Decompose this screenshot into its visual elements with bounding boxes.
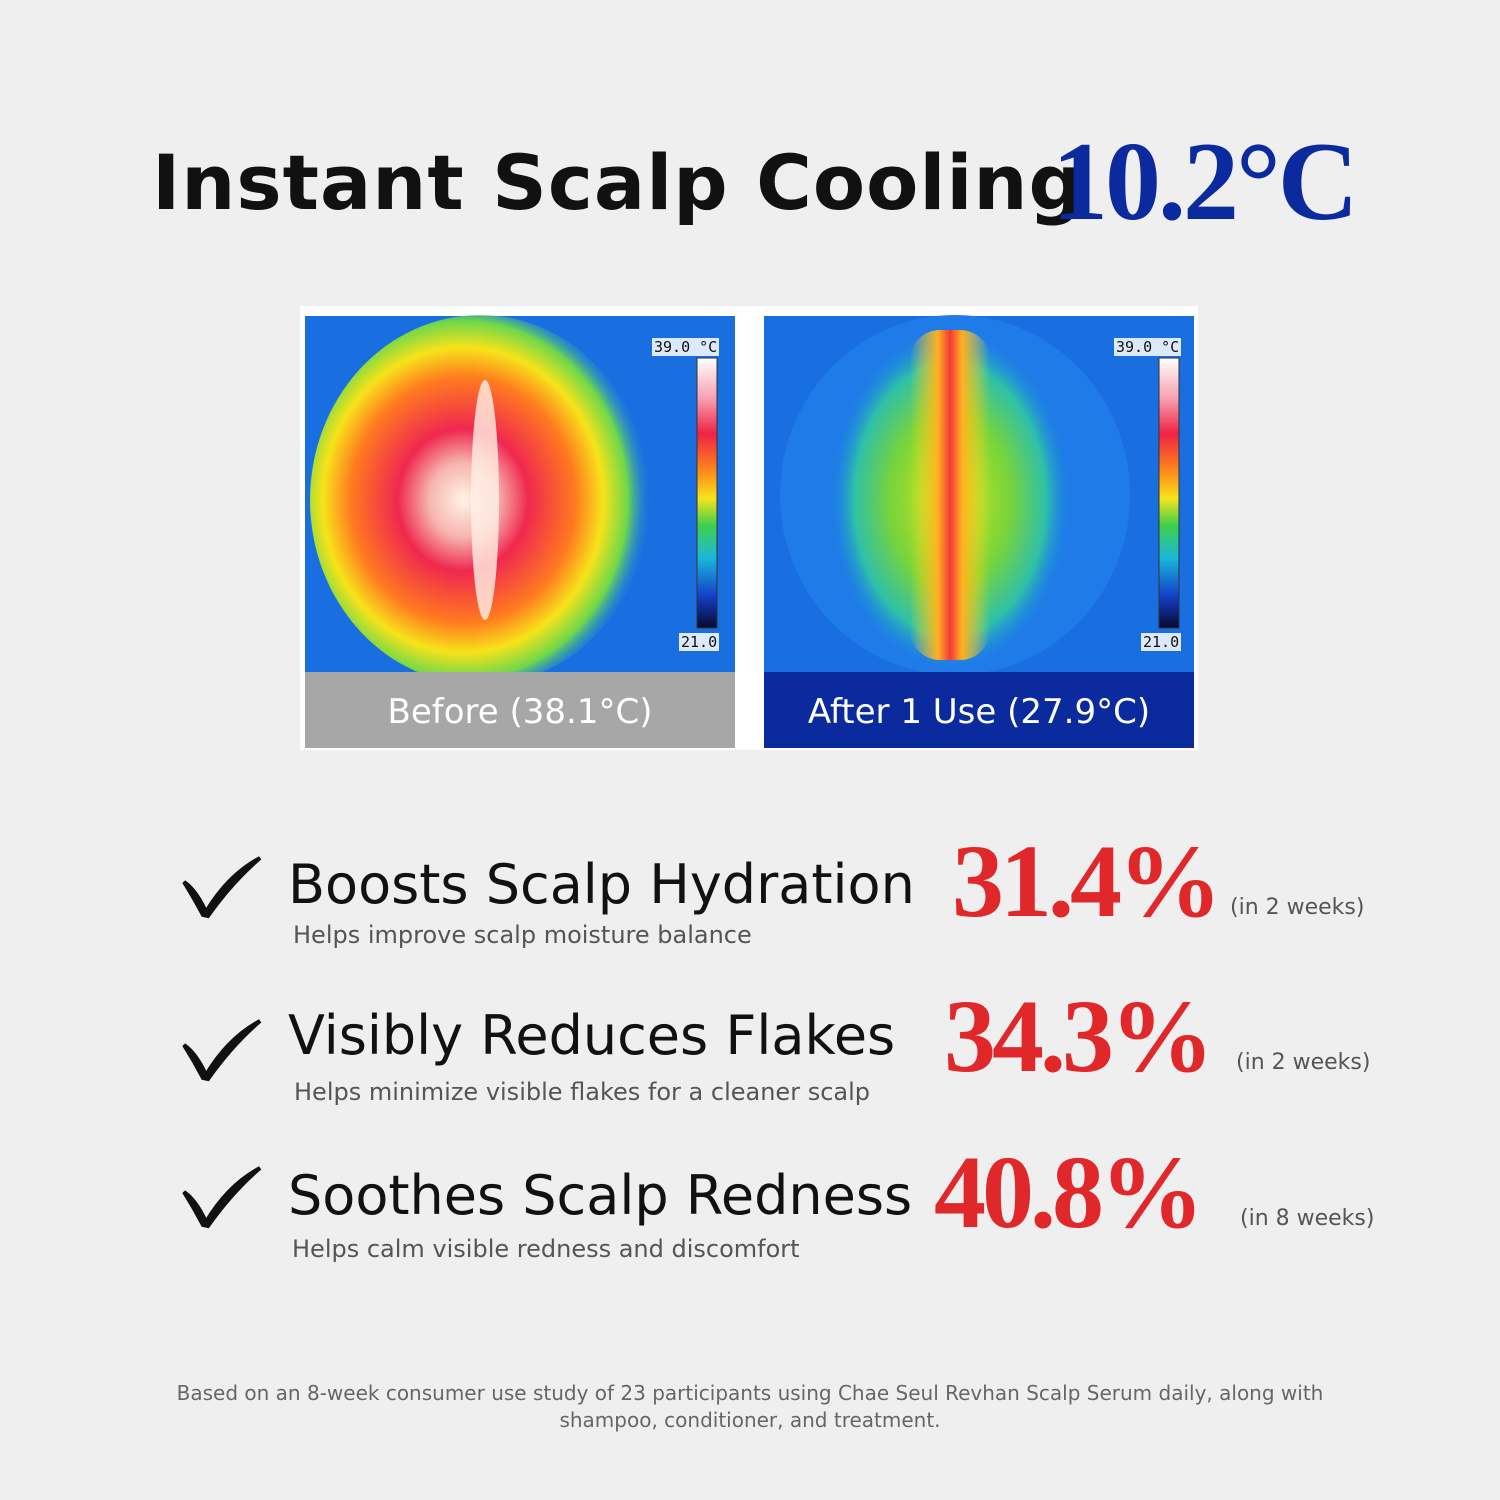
scale-min: 21.0 (679, 633, 720, 651)
checkmarks (182, 856, 262, 1229)
benefit-subtitle: Helps improve scalp moisture balance (293, 921, 752, 949)
benefit-period: (in 2 weeks) (1230, 895, 1365, 920)
scale-min: 21.0 (1141, 633, 1182, 651)
benefit-period: (in 2 weeks) (1236, 1050, 1371, 1075)
benefit-title: Boosts Scalp Hydration (288, 853, 915, 916)
scale-max: 39.0 °C (1114, 338, 1182, 356)
image-caption: Before (38.1°C) (305, 672, 735, 748)
benefit-subtitle: Helps minimize visible flakes for a clea… (294, 1078, 870, 1106)
benefit-stat: 34.3% (944, 979, 1214, 1094)
thermal-images (305, 315, 1194, 685)
benefit-stat: 40.8% (934, 1135, 1204, 1250)
benefit-title: Visibly Reduces Flakes (288, 1004, 896, 1067)
benefit-title: Soothes Scalp Redness (288, 1164, 913, 1227)
footnote: Based on an 8-week consumer use study of… (176, 1381, 1324, 1432)
thermal-part (471, 380, 499, 620)
checkmark (182, 1019, 262, 1082)
headline-highlight: 10.2°C (1052, 120, 1359, 244)
checkmark (182, 856, 262, 919)
benefit-subtitle: Helps calm visible redness and discomfor… (292, 1235, 800, 1263)
image-caption: After 1 Use (27.9°C) (764, 672, 1194, 748)
benefit-stat: 31.4% (952, 824, 1222, 939)
benefit-period: (in 8 weeks) (1240, 1206, 1375, 1231)
color-scale (1158, 357, 1180, 629)
thermal-part (910, 330, 990, 660)
headline: Instant Scalp Cooling (152, 138, 1084, 227)
checkmark (182, 1166, 262, 1229)
scale-max: 39.0 °C (652, 338, 720, 356)
color-scale (696, 357, 718, 629)
